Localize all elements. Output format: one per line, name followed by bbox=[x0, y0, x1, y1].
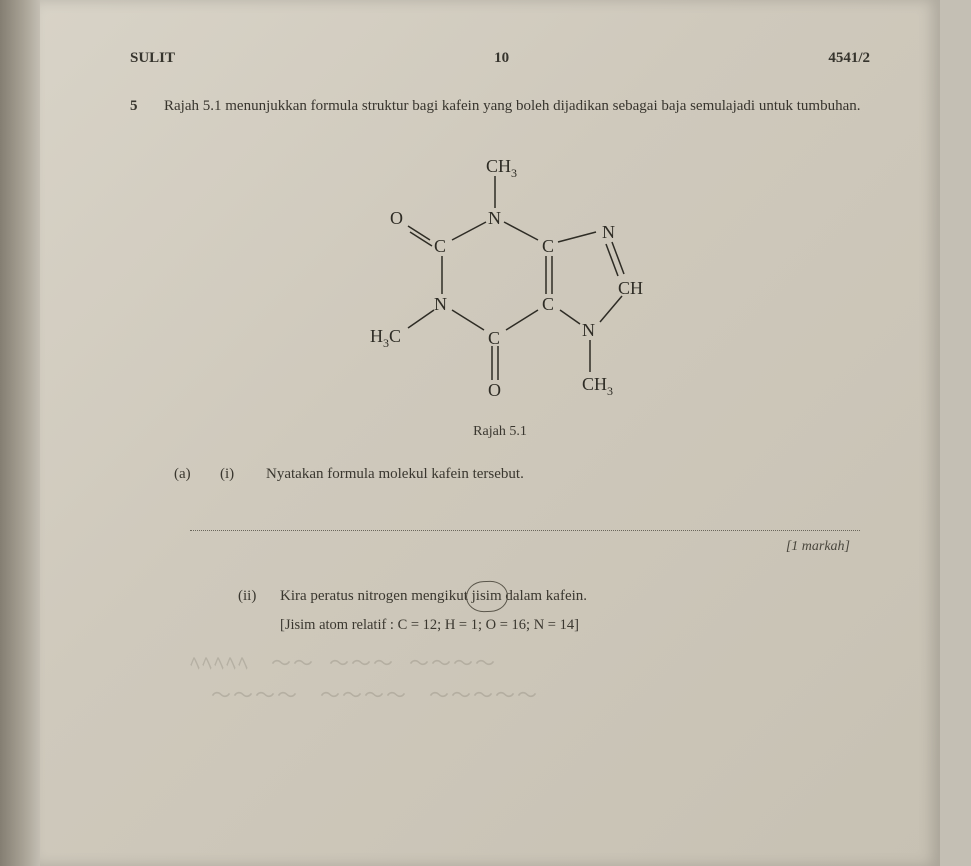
atom-c-center: C bbox=[542, 294, 554, 314]
part-a-ii-text: Kira peratus nitrogen mengikut jisim dal… bbox=[280, 585, 587, 608]
page-header: SULIT 10 4541/2 bbox=[130, 50, 870, 67]
part-a-i-label: (i) bbox=[220, 466, 248, 483]
part-a: (a) (i) Nyatakan formula molekul kafein … bbox=[174, 466, 870, 483]
atom-c-bottom: C bbox=[488, 328, 500, 348]
exam-page: SULIT 10 4541/2 5 Rajah 5.1 menunjukkan … bbox=[40, 0, 940, 866]
diagram-caption: Rajah 5.1 bbox=[473, 424, 527, 440]
header-page-number: 10 bbox=[494, 50, 509, 67]
question-stem: Rajah 5.1 menunjukkan formula struktur b… bbox=[164, 95, 861, 118]
part-a-ii: (ii) Kira peratus nitrogen mengikut jisi… bbox=[238, 585, 870, 608]
atom-n-top: N bbox=[488, 208, 501, 228]
atom-c1: C bbox=[434, 236, 446, 256]
structure-svg: CH3 O C N C N N C CH H3C C N O CH3 bbox=[330, 146, 670, 416]
part-a-label: (a) bbox=[174, 466, 202, 483]
header-paper-code: 4541/2 bbox=[828, 50, 870, 67]
faint-handwriting: ﾍﾍﾍﾍﾍ ～～ ～～～ ～～～～ ～～～～ ～～～～ ～～～～～ bbox=[190, 648, 870, 712]
atom-h3c-left: H3C bbox=[370, 326, 401, 350]
part-a-ii-label: (ii) bbox=[238, 585, 266, 608]
part-a-i-marks: [1 markah] bbox=[130, 539, 850, 555]
atom-o-left: O bbox=[390, 208, 403, 228]
atom-ch3-br: CH3 bbox=[582, 374, 613, 398]
answer-blank-line bbox=[190, 511, 860, 531]
atom-c2: C bbox=[542, 236, 554, 256]
relative-atomic-mass: [Jisim atom relatif : C = 12; H = 1; O =… bbox=[280, 617, 870, 634]
atom-n-right: N bbox=[602, 222, 615, 242]
header-classification: SULIT bbox=[130, 50, 175, 67]
caffeine-structure-diagram: CH3 O C N C N N C CH H3C C N O CH3 bbox=[130, 146, 870, 440]
atom-ch-right: CH bbox=[618, 278, 643, 298]
atom-ch3-top: CH3 bbox=[486, 156, 517, 180]
circled-word: jisim bbox=[472, 585, 502, 608]
part-a-i-text: Nyatakan formula molekul kafein tersebut… bbox=[266, 466, 524, 483]
atom-n-left: N bbox=[434, 294, 447, 314]
question-number: 5 bbox=[130, 95, 148, 118]
question-5: 5 Rajah 5.1 menunjukkan formula struktur… bbox=[130, 95, 870, 118]
atom-n-bottom: N bbox=[582, 320, 595, 340]
book-spine bbox=[0, 0, 40, 866]
atom-o-bottom: O bbox=[488, 380, 501, 400]
